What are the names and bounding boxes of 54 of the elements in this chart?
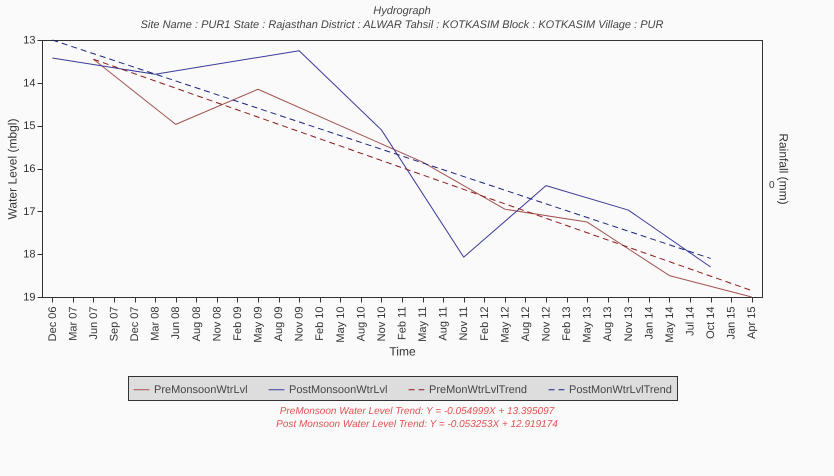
x-tick-label: Nov 09 — [294, 306, 306, 342]
x-tick-label: Dec 06 — [46, 306, 59, 342]
x-tick-label: Nov 12 — [540, 306, 552, 342]
x-tick-label: Aug 13 — [602, 306, 614, 342]
x-tick-label: Jul 14 — [684, 306, 696, 336]
y-tick-label: 16 — [23, 163, 36, 175]
y-axis-title: Water Level (mbgl) — [5, 118, 20, 220]
legend-label: PreMonsoonWtrLvl — [154, 384, 248, 396]
x-tick-label: Aug 09 — [273, 306, 286, 342]
x-tick-label: Nov 10 — [376, 306, 388, 342]
text: Post Monsoon Water Level Trend: Y = -0.053253X + 12.919174 — [275, 418, 559, 431]
x-axis-title: Time — [389, 344, 416, 359]
x-tick-label: May 10 — [334, 306, 347, 343]
x-tick-label: Sep 07 — [108, 306, 120, 342]
text: PreMonsoon Water Level Trend: Y = -0.054999X + 13.395097 — [278, 405, 556, 418]
y2-axis-title: Rainfall (mm) — [776, 133, 790, 205]
x-tick-label: May 09 — [252, 306, 264, 343]
x-tick-label: Aug 10 — [355, 306, 368, 342]
y-tick-label: 19 — [23, 292, 36, 304]
x-tick-label: Feb 10 — [314, 306, 326, 341]
text: 0 — [769, 180, 775, 191]
x-tick-label: Jan 14 — [643, 306, 656, 340]
chart-title: Hydrograph — [373, 5, 431, 17]
y-tick-label: 17 — [23, 206, 36, 218]
x-tick-label: Nov 08 — [211, 306, 224, 342]
x-tick-label: Apr 15 — [746, 306, 758, 339]
x-tick-label: Nov 11 — [458, 306, 470, 341]
legend-label: PreMonWtrLvlTrend — [429, 384, 528, 396]
chart-subtitle: Site Name : PUR1 State : Rajasthan District : ALWAR Tahsil : KOTKASIM Block : KOTKASIM Village : PUR — [140, 19, 664, 31]
y-tick-label: 18 — [23, 248, 36, 261]
x-tick-label: Feb 12 — [478, 306, 491, 341]
x-tick-label: May 14 — [664, 306, 676, 343]
x-tick-label: Mar 07 — [67, 306, 80, 341]
legend-label: PostMonWtrLvlTrend — [569, 384, 672, 396]
x-tick-label: Jun 08 — [170, 306, 182, 340]
x-tick-label: Feb 11 — [396, 306, 408, 340]
x-tick-label: Mar 08 — [150, 306, 162, 341]
x-tick-label: May 11 — [417, 306, 430, 342]
x-tick-label: Jan 15 — [726, 306, 738, 340]
x-tick-label: Feb 09 — [232, 306, 244, 341]
x-tick-label: Aug 11 — [438, 306, 450, 341]
legend-label: PostMonsoonWtrLvl — [289, 384, 388, 396]
x-tick-label: Jun 07 — [88, 306, 100, 340]
x-tick-label: Oct 14 — [705, 306, 718, 339]
x-tick-label: Dec 07 — [129, 306, 142, 342]
y-tick-label: 13 — [23, 34, 36, 46]
x-tick-label: May 12 — [499, 306, 512, 343]
x-tick-label: Feb 13 — [561, 306, 574, 341]
x-tick-label: May 13 — [582, 306, 594, 343]
x-tick-label: Aug 08 — [190, 306, 203, 342]
x-tick-label: Nov 13 — [622, 306, 635, 342]
y-tick-label: 14 — [23, 77, 36, 90]
x-tick-label: Aug 12 — [520, 306, 532, 342]
y-tick-label: 15 — [23, 120, 36, 132]
